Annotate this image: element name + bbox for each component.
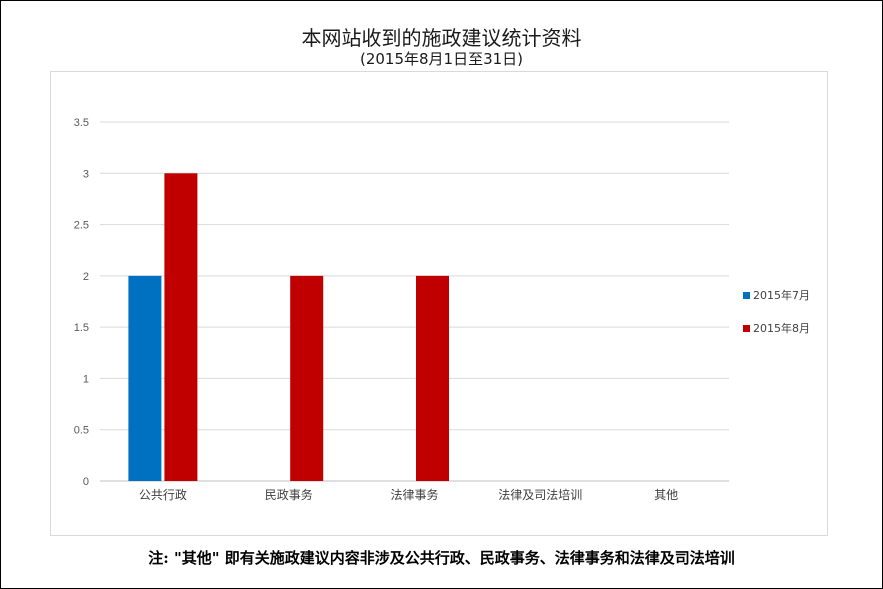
y-tick-label: 3 xyxy=(83,168,89,180)
x-tick-label: 民政事务 xyxy=(265,487,313,502)
x-tick-label: 法律事务 xyxy=(390,487,438,502)
legend-label: 2015年8月 xyxy=(753,321,810,335)
x-tick-label: 法律及司法培训 xyxy=(498,487,582,502)
y-tick-label: 0 xyxy=(83,476,89,488)
legend-label: 2015年7月 xyxy=(753,288,810,302)
legend-swatch xyxy=(743,292,750,299)
y-tick-label: 0.5 xyxy=(74,425,89,437)
bar xyxy=(128,275,162,481)
footnote: 注: "其他" 即有关施政建议内容非涉及公共行政、民政事务、法律事务和法律及司法… xyxy=(148,549,735,567)
bar xyxy=(164,173,198,482)
y-tick-label: 2 xyxy=(83,271,89,283)
bar xyxy=(290,275,324,481)
x-tick-label: 其他 xyxy=(654,488,678,502)
y-tick-label: 1.5 xyxy=(74,322,89,334)
x-tick-label: 公共行政 xyxy=(139,488,187,502)
bar xyxy=(416,275,449,481)
chart-subtitle: (2015年8月1日至31日) xyxy=(359,50,524,68)
y-tick-label: 2.5 xyxy=(74,220,89,232)
legend-swatch xyxy=(743,325,750,332)
y-tick-label: 3.5 xyxy=(74,117,89,129)
chart-area xyxy=(50,71,828,536)
y-tick-label: 1 xyxy=(83,373,89,385)
chart-title: 本网站收到的施政建议统计资料 xyxy=(301,26,582,50)
